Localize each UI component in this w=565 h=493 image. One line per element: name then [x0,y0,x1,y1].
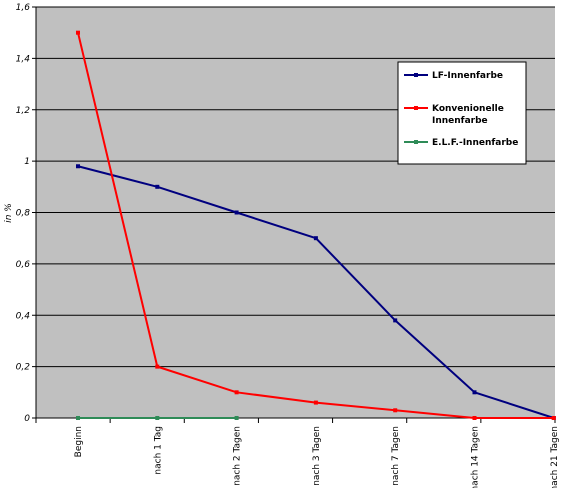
series-2 [76,30,556,420]
data-point [234,416,239,420]
y-tick-label: 0,2 [16,363,31,373]
data-point [155,364,160,369]
y-tick-label: 1,6 [16,3,31,13]
legend-swatch-marker [414,73,418,77]
y-tick-label: 1 [24,157,30,167]
data-point [76,164,80,169]
y-axis-label: in % [4,203,14,223]
data-point [155,184,160,189]
x-tick-label: Beginn [74,426,84,457]
y-tick-label: 0 [24,414,30,424]
legend-label: LF-Innenfarbe [432,71,503,81]
legend-label: Konvenionelle Innenfarbe [432,104,504,126]
x-tick-label: nach 2 Tagen [233,426,243,486]
data-point [313,236,318,241]
data-point [76,30,80,35]
y-tick-label: 0,6 [16,260,31,270]
legend-label-line: Innenfarbe [432,116,488,126]
x-tick-label: nach 3 Tagen [312,426,322,486]
legend-swatch-marker [414,106,418,110]
data-point [234,210,239,215]
y-tick-label: 1,4 [16,54,31,64]
x-tick-label: nach 7 Tagen [391,426,401,486]
legend-label: E.L.F.-Innenfarbe [432,138,518,148]
data-point [472,416,477,420]
data-point [76,416,80,420]
x-tick-label: nach 21 Tagen [550,426,560,488]
data-point [393,408,398,413]
data-point [551,416,556,420]
data-point [234,390,239,395]
legend-swatch-marker [414,140,418,144]
legend-item: E.L.F.-Innenfarbe [404,138,518,148]
legend-item: Konvenionelle Innenfarbe [404,104,504,126]
y-tick-label: 1,2 [16,106,31,116]
data-point [155,416,160,420]
series-3 [76,416,239,420]
legend-box [397,61,527,165]
data-point [313,400,318,405]
data-point [393,318,398,323]
x-tick-label: nach 1 Tag [153,426,163,475]
y-tick-label: 0,8 [16,209,31,219]
legend-label-line: Konvenionelle [432,104,504,114]
y-tick-label: 0,4 [16,311,31,321]
legend: LF-Innenfarbe Konvenionelle Innenfarbe E.L.… [397,61,527,165]
x-tick-label: nach 14 Tagen [471,426,481,488]
data-point [472,390,477,395]
legend-item: LF-Innenfarbe [404,71,503,81]
